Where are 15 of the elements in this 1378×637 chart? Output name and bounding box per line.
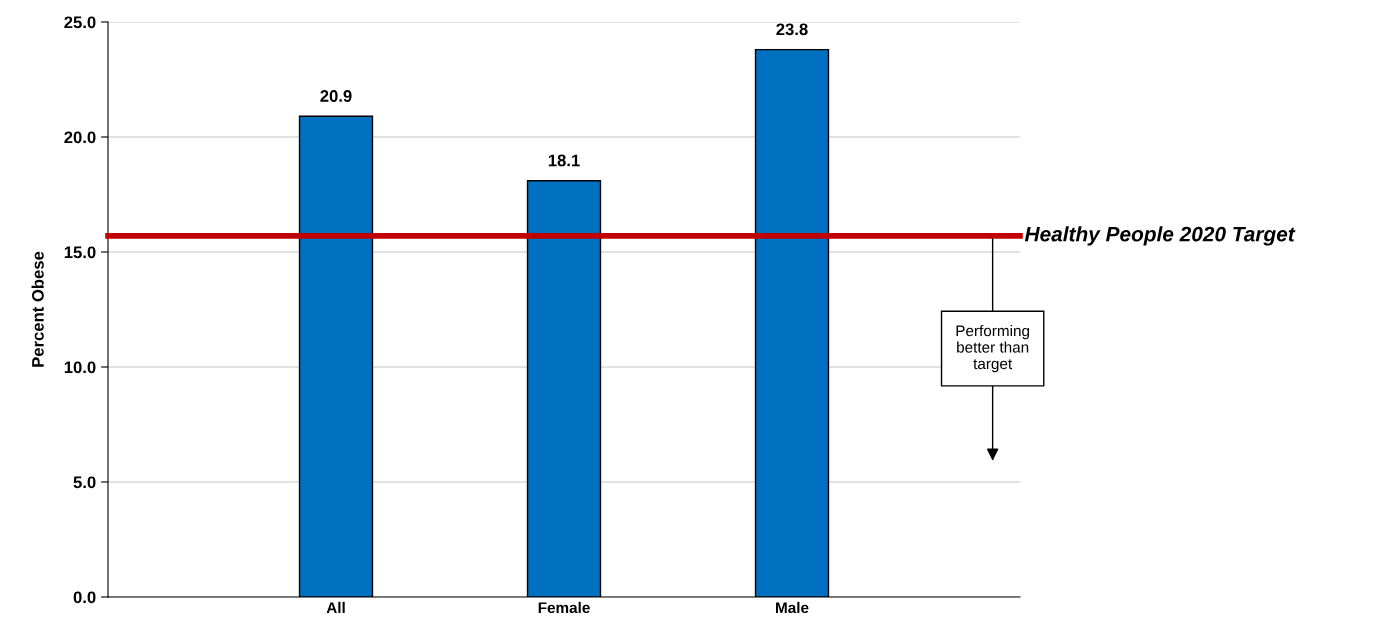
- annotation: Performing better than target: [956, 325, 1030, 373]
- x-tick-label: Female: [538, 601, 590, 614]
- ref-line-label: Healthy People 2020 Target: [1024, 226, 1296, 246]
- y-tick-label: 0.0: [73, 591, 96, 604]
- y-tick-label: 25.0: [64, 16, 96, 29]
- y-tick-label: 5.0: [73, 476, 96, 489]
- data-label: 23.8: [776, 23, 808, 36]
- x-tick-label: Male: [776, 601, 809, 614]
- y-axis-title: Percent Obese: [31, 251, 44, 367]
- y-tick-label: 20.0: [64, 131, 96, 144]
- y-tick-label: 15.0: [64, 246, 96, 259]
- y-tick-label: 10.0: [64, 361, 96, 374]
- data-label: 20.9: [320, 90, 352, 102]
- x-tick-label: All: [326, 601, 345, 613]
- data-label: 18.1: [548, 154, 580, 167]
